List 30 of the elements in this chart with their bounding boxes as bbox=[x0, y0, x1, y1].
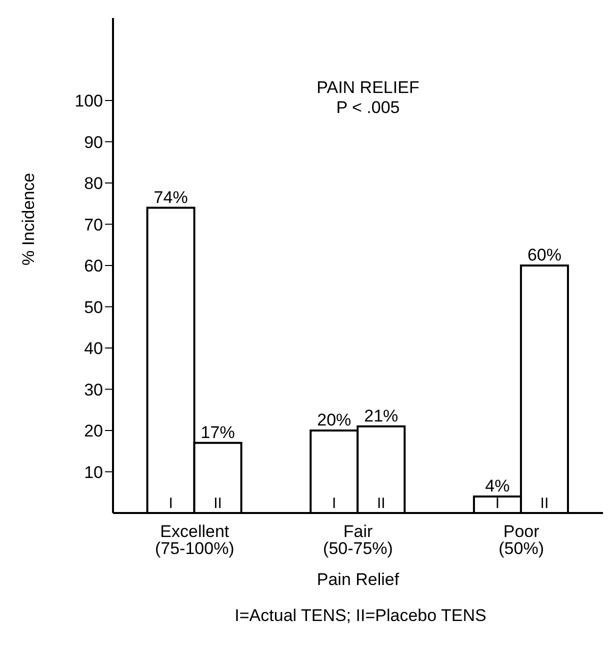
x-axis-title: Pain Relief bbox=[316, 570, 400, 589]
text: P < .005 bbox=[335, 98, 401, 118]
x-tick-label: Fair (50-75%) bbox=[323, 522, 393, 558]
text: I=Actual TENS; II=Placebo TENS bbox=[234, 606, 488, 626]
y-tick-label: 100 bbox=[74, 92, 103, 111]
data-label: 21% bbox=[364, 406, 398, 426]
series-label: II bbox=[214, 495, 222, 512]
text: I bbox=[495, 495, 500, 512]
series-label: I bbox=[168, 495, 173, 512]
text: PAIN RELIEF bbox=[316, 78, 420, 98]
y-tick-label: 40 bbox=[84, 339, 103, 358]
data-label: 20% bbox=[317, 410, 352, 430]
y-tick-label: 80 bbox=[84, 174, 103, 194]
y-tick-label: 60 bbox=[84, 256, 103, 276]
data-label: 17% bbox=[200, 422, 235, 442]
text: I bbox=[332, 495, 336, 512]
data-label: 74% bbox=[154, 188, 188, 207]
data-label: 4% bbox=[485, 476, 510, 496]
y-tick-label: 20 bbox=[84, 422, 103, 441]
y-tick-label: 30 bbox=[84, 380, 103, 400]
y-tick-label: 50 bbox=[84, 298, 103, 317]
x-tick-label: Poor (50%) bbox=[498, 522, 544, 558]
x-tick-label: Excellent (75-100%) bbox=[154, 522, 234, 558]
y-tick-label: 10 bbox=[84, 462, 103, 482]
text: II bbox=[540, 495, 549, 512]
y-tick-label: 70 bbox=[84, 215, 103, 234]
y-tick-label: 90 bbox=[84, 132, 103, 152]
y-axis-title: % Incidence bbox=[19, 172, 38, 266]
data-label: 60% bbox=[527, 246, 562, 264]
text: II bbox=[376, 495, 386, 512]
